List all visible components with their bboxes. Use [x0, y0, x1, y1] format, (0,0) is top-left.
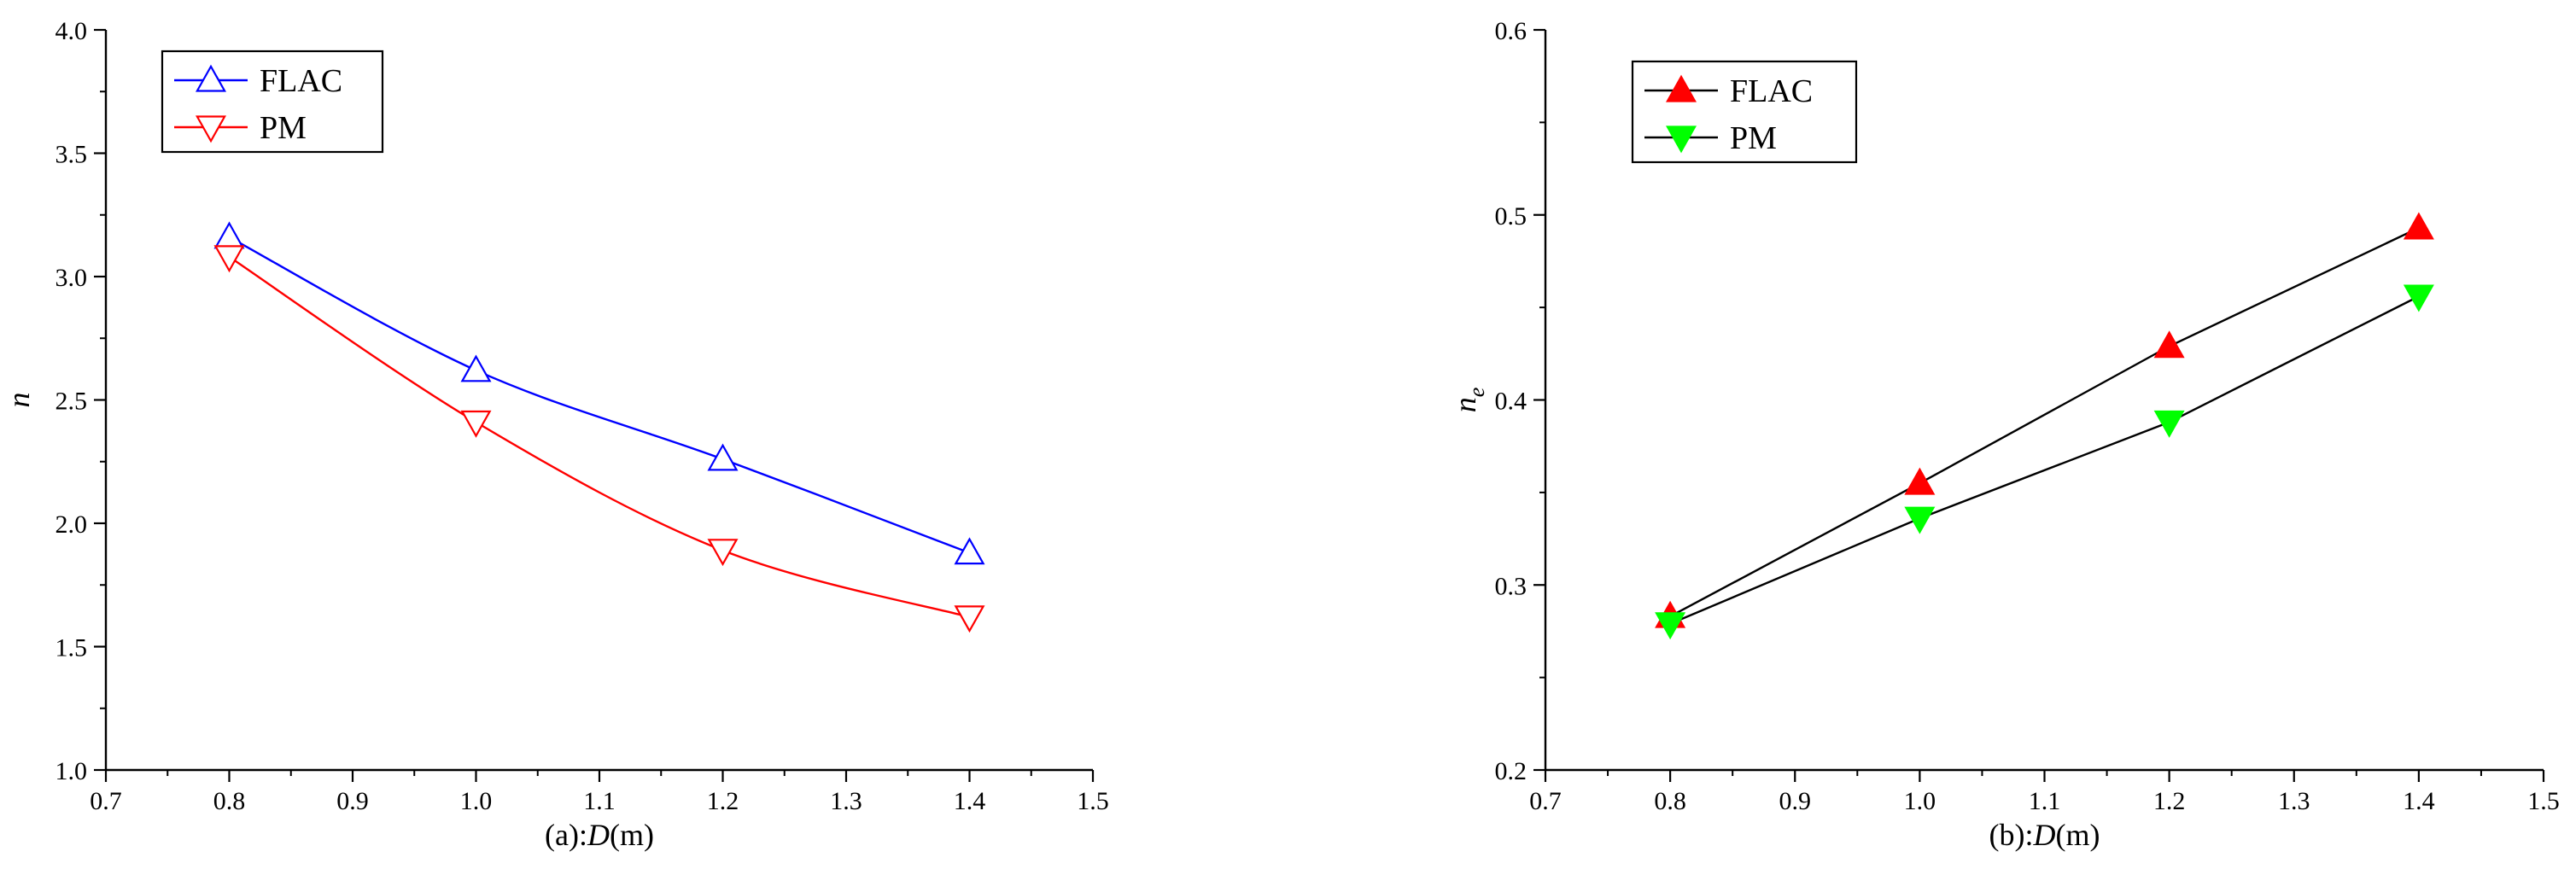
data-point-flac [1904, 467, 1936, 495]
series-line-flac [1669, 226, 2420, 618]
x-tick-label: 1.0 [460, 787, 493, 815]
x-tick-label: 1.0 [1904, 787, 1936, 815]
y-axis-label: n [2, 393, 36, 408]
legend: FLAC PM [161, 50, 384, 154]
y-tick-label: 4.0 [55, 17, 88, 45]
data-point-flac [2403, 212, 2434, 240]
data-point-pm [1904, 506, 1936, 534]
y-tick-label: 0.4 [1495, 388, 1527, 416]
y-tick-label: 3.5 [55, 141, 88, 169]
legend-marker-flac [1665, 74, 1697, 102]
x-axis-label-var: D [2033, 818, 2056, 852]
x-tick-label: 0.7 [1529, 787, 1562, 815]
legend-label-flac: FLAC [260, 63, 342, 99]
y-tick-label: 2.5 [55, 388, 88, 416]
series-flac [213, 221, 985, 565]
series-line-pm [228, 255, 970, 618]
y-tick-label: 0.3 [1495, 572, 1527, 600]
x-tick-label: 1.2 [707, 787, 739, 815]
data-point-flac [2153, 330, 2185, 359]
y-tick-label: 2.0 [55, 510, 88, 539]
x-tick-label: 0.7 [90, 787, 122, 815]
x-axis-label-prefix: (a): [545, 818, 587, 852]
x-axis-label-var: D [587, 818, 610, 852]
data-point-pm [2403, 284, 2434, 312]
legend-label-pm: PM [260, 110, 307, 146]
x-tick-label: 1.2 [2153, 787, 2186, 815]
y-axis-label-main: n [2, 393, 36, 408]
series-line-pm [1669, 295, 2420, 625]
data-point-pm [460, 410, 492, 438]
data-point-flac [460, 354, 492, 382]
legend: FLAC PM [1631, 60, 1858, 164]
x-tick-label: 1.5 [1077, 787, 1109, 815]
data-point-pm [707, 539, 739, 567]
data-point-pm [954, 605, 985, 633]
x-tick-label: 1.4 [2403, 787, 2435, 815]
y-tick-label: 0.5 [1495, 202, 1527, 230]
data-point-pm [2153, 410, 2185, 438]
y-axis-label-main: n [1448, 397, 1482, 412]
legend-marker-flac [195, 64, 227, 92]
y-tick-label: 0.6 [1495, 17, 1527, 45]
x-axis-label-unit: (m) [610, 818, 654, 852]
x-tick-label: 0.8 [213, 787, 246, 815]
x-tick-label: 1.5 [2527, 787, 2560, 815]
chart-panel-a: 0.7 0.8 0.9 1.0 1.1 1.2 1.3 1.4 1.5 1.0 1.5 2.0 2.5 3… [2, 17, 1109, 852]
y-axis-label: ne [1448, 388, 1489, 413]
x-tick-label: 0.9 [336, 787, 369, 815]
legend-marker-pm [1665, 125, 1697, 154]
data-point-pm [1655, 612, 1686, 640]
data-point-flac [213, 221, 245, 249]
x-axis-label-prefix: (b): [1989, 818, 2034, 852]
legend-box [1631, 60, 1858, 164]
x-tick-label: 1.3 [830, 787, 862, 815]
legend-label-flac: FLAC [1730, 73, 1813, 109]
x-tick-label: 0.8 [1654, 787, 1686, 815]
x-axis-label: (b):D(m) [1989, 818, 2100, 852]
series-line-flac [228, 236, 970, 554]
legend-box [161, 50, 384, 154]
y-tick-label: 3.0 [55, 264, 88, 292]
data-point-flac [954, 537, 985, 565]
data-point-pm [213, 245, 245, 273]
x-axis-label-unit: (m) [2056, 818, 2100, 852]
x-tick-label: 1.1 [2029, 787, 2061, 815]
legend-label-pm: PM [1730, 120, 1777, 156]
x-axis-label: (a):D(m) [545, 818, 654, 852]
x-tick-label: 1.4 [954, 787, 986, 815]
x-tick-label: 1.1 [583, 787, 616, 815]
y-axis-label-subscript: e [1464, 388, 1489, 398]
x-tick-label: 1.3 [2278, 787, 2310, 815]
y-tick-label: 0.2 [1495, 757, 1527, 785]
chart-panel-b: 0.7 0.8 0.9 1.0 1.1 1.2 1.3 1.4 1.5 0.2 0.3 0.4 0.5 0… [1448, 17, 2560, 852]
y-tick-label: 1.0 [55, 757, 88, 785]
series-pm [1655, 284, 2434, 640]
data-point-flac [707, 443, 739, 471]
series-pm [213, 245, 985, 633]
x-tick-label: 0.9 [1779, 787, 1812, 815]
legend-marker-pm [195, 115, 227, 143]
series-flac [1655, 212, 2434, 628]
y-tick-label: 1.5 [55, 634, 88, 662]
